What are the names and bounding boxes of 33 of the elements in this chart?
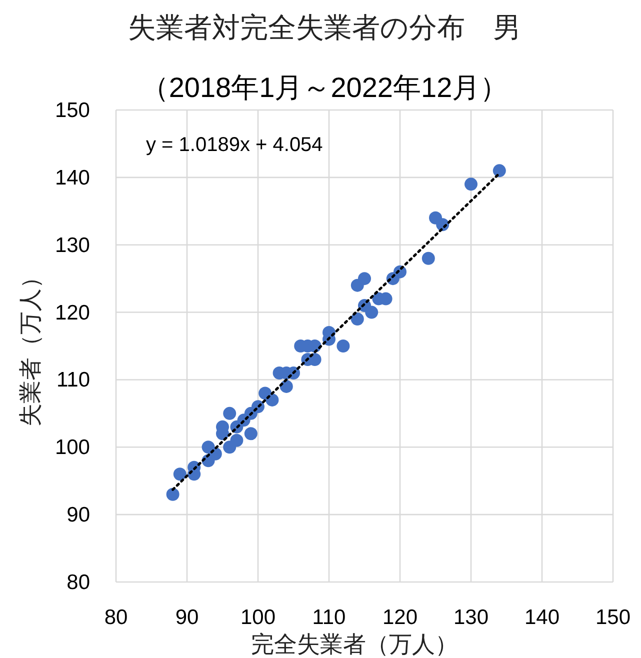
y-tick-label: 120 — [54, 301, 90, 324]
x-axis-title: 完全失業者（万人） — [251, 631, 458, 657]
y-tick-label: 110 — [56, 368, 90, 392]
point — [223, 406, 236, 420]
y-axis-title: 失業者（万人） — [17, 266, 43, 426]
x-tick-label: 130 — [453, 606, 489, 629]
x-tick-label: 100 — [240, 606, 276, 629]
point — [350, 312, 364, 326]
y-tick-label: 80 — [66, 571, 90, 594]
x-tick-label: 140 — [524, 606, 560, 629]
x-tick-label: 120 — [382, 606, 418, 629]
point — [336, 340, 350, 352]
x-tick-label: 80 — [104, 606, 128, 629]
point — [358, 272, 371, 286]
y-tick-label: 140 — [54, 166, 90, 190]
point — [173, 468, 186, 481]
annotation: y = 1.0189x + 4.054 — [146, 134, 323, 156]
y-tick-label: 150 — [54, 99, 90, 122]
point — [464, 178, 478, 191]
x-tick-label: 90 — [175, 606, 199, 629]
y-tick-label: 130 — [54, 234, 90, 257]
y-tick-label: 100 — [54, 436, 90, 460]
point — [422, 252, 435, 265]
y-tick-label: 90 — [66, 504, 90, 527]
x-tick-label: 150 — [595, 606, 631, 629]
point — [365, 306, 378, 319]
x-tick-label: 110 — [312, 606, 346, 629]
point — [492, 164, 506, 178]
point — [244, 427, 258, 440]
chart-title: 失業者対完全失業者の分布 男 — [128, 12, 521, 43]
point — [230, 434, 244, 447]
chart-subtitle: （2018年1月～2022年12月） — [140, 72, 508, 103]
point — [166, 488, 180, 501]
